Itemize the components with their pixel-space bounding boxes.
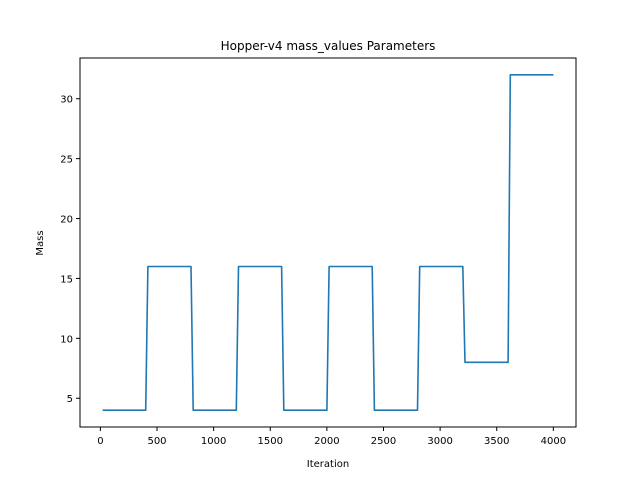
x-tick-label: 1000 — [201, 436, 226, 447]
x-tick-label: 4000 — [541, 436, 566, 447]
x-axis: 0 500 1000 1500 2000 2500 3000 3500 4000 — [97, 427, 566, 447]
x-tick-label: 3000 — [427, 436, 452, 447]
x-tick-label: 2000 — [314, 436, 339, 447]
x-axis-label: Iteration — [307, 459, 349, 470]
y-tick-label: 30 — [60, 95, 73, 106]
x-tick-label: 0 — [97, 436, 103, 447]
y-axis-label: Mass — [35, 230, 46, 255]
y-tick-label: 15 — [60, 274, 73, 285]
chart-title: Hopper-v4 mass_values Parameters — [221, 39, 436, 53]
x-tick-label: 3500 — [484, 436, 509, 447]
axes-frame — [79, 57, 577, 428]
plot-area — [102, 74, 554, 412]
y-tick-label: 10 — [60, 334, 73, 345]
y-tick-label: 5 — [67, 394, 73, 405]
y-axis: 5 10 15 20 25 30 — [60, 95, 80, 405]
y-tick-label: 25 — [60, 155, 73, 166]
x-tick-label: 500 — [147, 436, 166, 447]
x-tick-label: 1500 — [258, 436, 283, 447]
series-line-1 — [102, 74, 554, 412]
x-tick-label: 2500 — [371, 436, 396, 447]
y-tick-label: 20 — [60, 215, 73, 226]
